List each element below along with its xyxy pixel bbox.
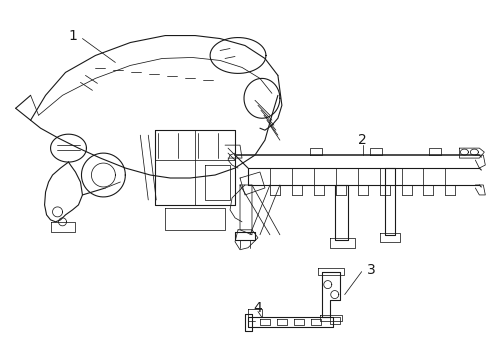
Text: 3: 3 <box>366 263 375 276</box>
Text: 1: 1 <box>68 28 77 42</box>
Text: 2: 2 <box>358 133 366 147</box>
Text: 4: 4 <box>253 301 262 315</box>
